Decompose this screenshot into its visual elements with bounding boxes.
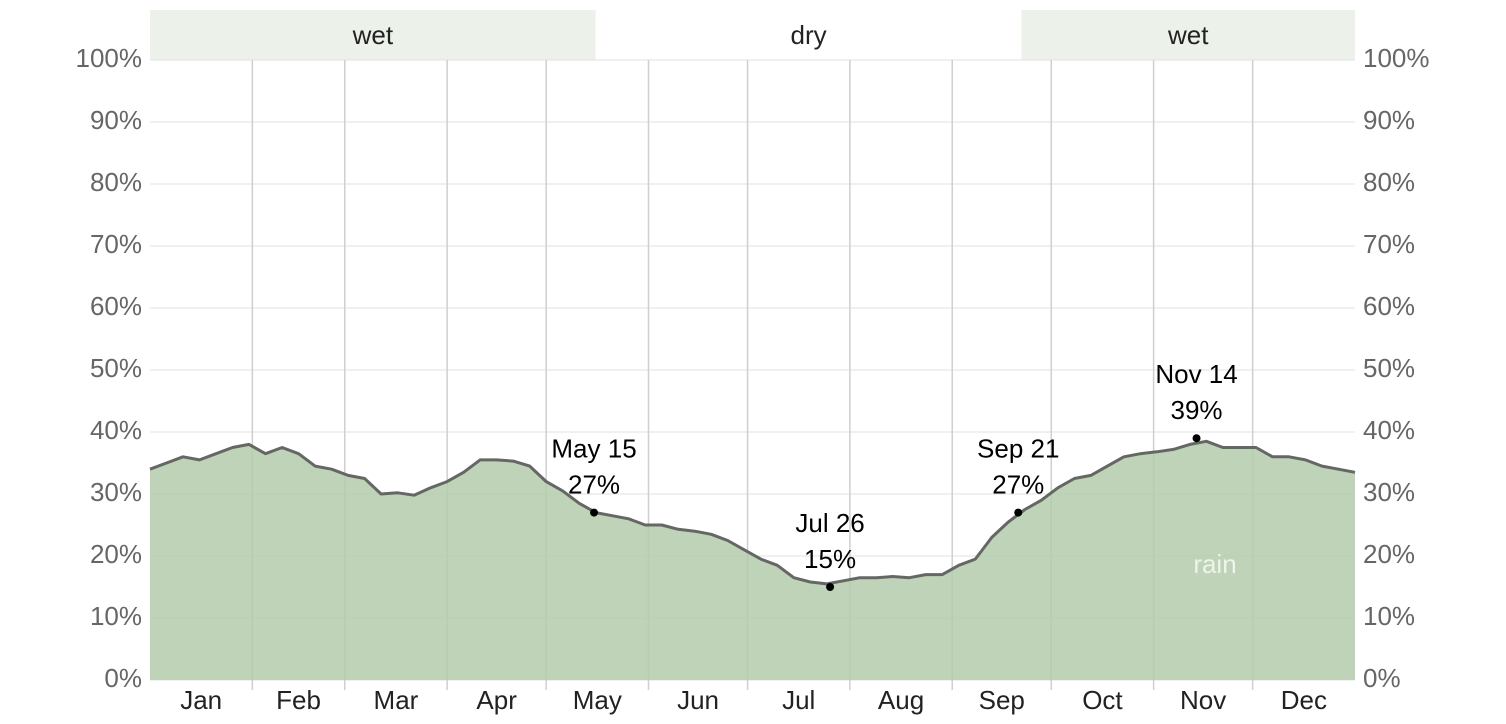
y2-tick-label: 60% [1363, 291, 1415, 321]
x-tick-label: Aug [878, 685, 924, 715]
season-label: wet [1167, 20, 1209, 50]
annotation-value: 27% [992, 469, 1044, 499]
x-tick-label: Jun [677, 685, 719, 715]
y-tick-label: 100% [76, 43, 143, 73]
line [149, 439, 1356, 586]
annotation-point [826, 583, 835, 591]
y2-tick-label: 100% [1363, 43, 1430, 73]
x-tick-label: May [573, 685, 622, 715]
x-tick-label: Mar [374, 685, 419, 715]
area [150, 441, 1355, 680]
x-tick-label: Feb [276, 685, 321, 715]
annotation-date: Jul 26 [795, 508, 864, 538]
y2-tick-label: 30% [1363, 477, 1415, 507]
season-label: dry [791, 20, 827, 50]
y2-tick-label: 0% [1363, 663, 1401, 693]
season-band [150, 10, 596, 60]
x-tick-label: Apr [476, 685, 517, 715]
y-tick-label: 30% [90, 477, 142, 507]
x-tick-label: Dec [1281, 685, 1327, 715]
y2-tick-label: 10% [1363, 601, 1415, 631]
x-tick-label: Oct [1082, 685, 1123, 715]
x-tick-label: Jan [180, 685, 222, 715]
y-tick-label: 0% [104, 663, 142, 693]
series-label: rain [1193, 549, 1236, 579]
annotation-point [590, 508, 599, 517]
annotation-date: May 15 [551, 433, 636, 463]
y-tick-label: 40% [90, 415, 142, 445]
x-tick-label: Nov [1180, 685, 1226, 715]
y2-tick-label: 70% [1363, 229, 1415, 259]
season-band [1021, 10, 1355, 60]
annotation-value: 27% [568, 469, 620, 499]
annotation-value: 39% [1171, 395, 1223, 425]
y2-tick-label: 20% [1363, 539, 1415, 569]
y2-tick-label: 90% [1363, 105, 1415, 135]
annotation-point [1192, 434, 1201, 443]
annotation-point [1014, 508, 1023, 517]
season-label: wet [352, 20, 394, 50]
y2-tick-label: 50% [1363, 353, 1415, 383]
y-tick-label: 50% [90, 353, 142, 383]
y-tick-label: 70% [90, 229, 142, 259]
y2-tick-label: 80% [1363, 167, 1415, 197]
y-tick-label: 10% [90, 601, 142, 631]
y-tick-label: 20% [90, 539, 142, 569]
season-band [595, 10, 1022, 60]
x-tick-label: Jul [782, 685, 815, 715]
x-tick-label: Sep [979, 685, 1025, 715]
annotation-date: Sep 21 [977, 433, 1059, 463]
y2-tick-label: 40% [1363, 415, 1415, 445]
y-tick-label: 60% [90, 291, 142, 321]
y-tick-label: 80% [90, 167, 142, 197]
annotation-value: 15% [804, 544, 856, 574]
annotation-date: Nov 14 [1155, 359, 1237, 389]
y-tick-label: 90% [90, 105, 142, 135]
